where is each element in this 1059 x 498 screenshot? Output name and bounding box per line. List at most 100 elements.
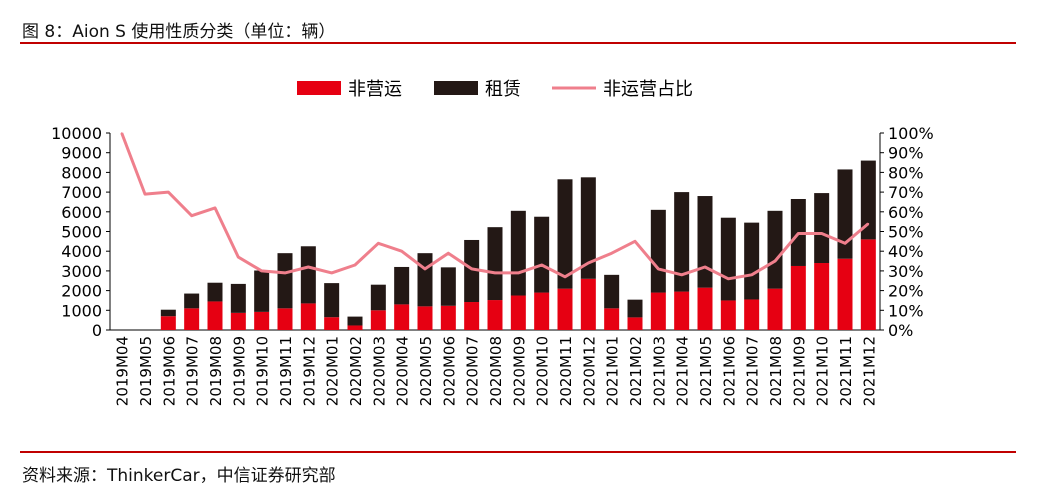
y-right-tick-label: 90% [888,144,924,163]
bar-non-operating [697,287,713,330]
x-tick-label: 2020M05 [417,336,435,406]
ratio-point [400,250,403,252]
x-tick-label: 2021M05 [697,336,715,406]
x-tick-label: 2019M09 [230,336,248,406]
ratio-point [447,252,450,254]
y-right-tick-label: 70% [888,183,924,202]
chart-bars [160,160,876,330]
bar-non-operating [674,291,690,330]
x-tick-label: 2021M07 [744,336,762,406]
ratio-point [120,132,123,134]
ratio-point [167,191,170,193]
figure-title: 图 8：Aion S 使用性质分类（单位：辆） [22,22,336,42]
bar-leasing [674,192,690,292]
bar-non-operating [487,300,503,330]
ratio-point [587,262,590,264]
source-note: 资料来源：ThinkerCar，中信证券研究部 [22,466,336,486]
bar-leasing [324,283,340,318]
bar-non-operating [557,288,573,330]
bar-leasing [720,217,736,301]
bar-non-operating [767,288,783,330]
legend-label-leasing: 租赁 [485,79,521,100]
bar-leasing [627,299,643,318]
x-tick-label: 2021M02 [627,336,645,406]
y-left-tick-label: 5000 [61,223,102,242]
legend-swatch-leasing [434,81,478,95]
bar-leasing [370,284,386,311]
x-tick-label: 2019M08 [207,336,225,406]
bar-leasing [580,177,596,279]
y-left-tick-label: 9000 [61,144,102,163]
x-tick-label: 2021M09 [790,336,808,406]
x-tick-label: 2021M11 [837,336,855,406]
ratio-point [867,222,870,225]
bar-non-operating [580,278,596,330]
bar-non-operating [254,311,270,330]
ratio-point [727,277,730,280]
bar-non-operating [744,299,760,330]
chart-ratio-line [120,132,870,281]
ratio-point [377,242,380,245]
bar-non-operating [534,292,550,330]
ratio-point [634,240,636,243]
bar-non-operating [790,265,806,330]
x-tick-label: 2020M04 [394,336,412,406]
bar-non-operating [347,325,363,330]
x-tick-label: 2021M06 [720,336,738,406]
bar-non-operating [394,304,410,330]
ratio-point [564,276,566,278]
ratio-point [284,272,286,274]
stacked-bar-line-chart: 非营运 租赁 非运营占比 01000200030004000500060007000… [51,79,934,406]
bar-leasing [557,179,573,289]
ratio-point [820,232,823,235]
bar-non-operating [814,263,830,330]
ratio-point [844,242,846,245]
bar-non-operating [160,316,176,330]
bar-leasing [394,266,410,305]
legend-label-ratio: 非运营占比 [603,79,693,100]
y-right-tick-label: 80% [888,163,924,182]
ratio-point [494,272,496,274]
bar-leasing [860,160,876,240]
ratio-point [517,272,520,274]
ratio-point [330,272,333,274]
x-tick-label: 2019M05 [137,336,155,406]
bottom-rule [20,451,1016,453]
x-tick-label: 2021M01 [604,336,622,406]
x-tick-label: 2020M01 [324,336,342,406]
x-tick-label: 2019M04 [114,336,132,406]
ratio-point [354,264,356,266]
x-tick-label: 2021M12 [860,336,878,406]
ratio-point [540,264,543,266]
x-tick-label: 2020M10 [534,336,552,406]
x-tick-label: 2021M04 [674,336,692,406]
bar-leasing [440,267,456,306]
bar-non-operating [207,301,223,330]
bar-leasing [347,316,363,326]
ratio-point [237,256,240,258]
ratio-point [680,274,683,276]
x-tick-label: 2019M06 [160,336,178,406]
ratio-point [610,252,613,254]
ratio-point [260,270,263,272]
ratio-point [797,232,800,235]
bar-leasing [697,196,713,288]
y-right-tick-label: 40% [888,242,924,261]
ratio-point [190,214,193,217]
x-tick-label: 2020M03 [370,336,388,406]
bar-non-operating [417,306,433,330]
ratio-point [144,193,146,195]
top-rule [20,42,1016,44]
x-tick-label: 2019M10 [254,336,272,406]
ratio-point [657,268,660,270]
bar-non-operating [324,317,340,330]
x-tick-label: 2021M10 [814,336,832,406]
bar-leasing [300,246,316,304]
bar-leasing [230,283,246,313]
y-right-tick-label: 20% [888,282,924,301]
bar-leasing [277,253,293,309]
bar-leasing [464,239,480,303]
x-tick-label: 2020M11 [557,336,575,406]
y-right-tick-label: 50% [888,223,924,242]
